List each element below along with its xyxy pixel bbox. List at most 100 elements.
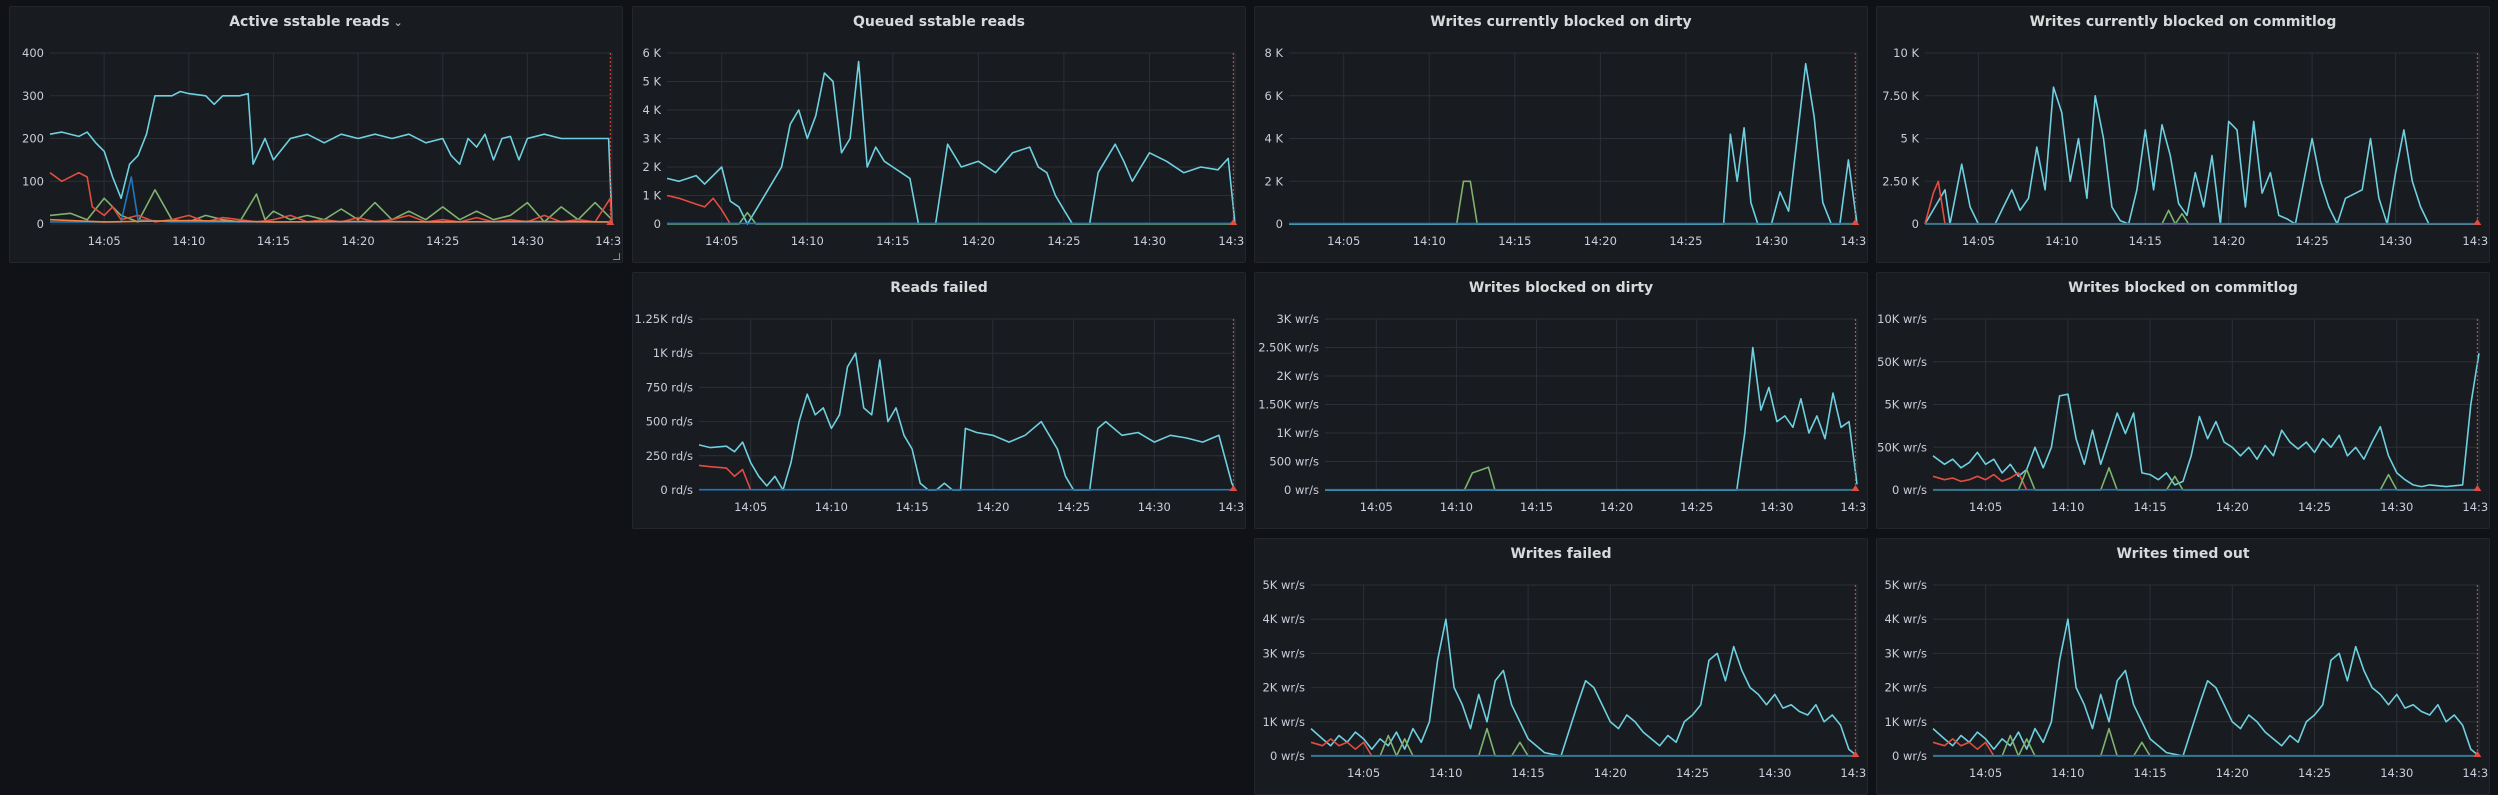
x-tick-label: 14:20 — [2216, 500, 2249, 514]
y-tick-label: 0 — [1912, 217, 1919, 231]
x-tick-label: 14:25 — [2298, 500, 2331, 514]
panel-title[interactable]: Writes failed — [1255, 545, 1867, 563]
y-tick-label: 250 rd/s — [646, 449, 693, 463]
y-tick-label: 200 — [22, 132, 44, 146]
y-tick-label: 2.50 K — [1882, 174, 1919, 188]
y-tick-label: 5 K — [1900, 132, 1919, 146]
y-tick-label: 4 K — [1264, 132, 1283, 146]
panel-reads-failed[interactable]: 0 rd/s 250 rd/s 500 rd/s 750 rd/s 1K rd/s 1.2… — [632, 272, 1246, 529]
chart-svg: 0 wr/s 1K wr/s 2K wr/s 3K wr/s 4K wr/s 5K wr/… — [1884, 578, 2489, 780]
panel-writes-timed-out[interactable]: 0 wr/s 1K wr/s 2K wr/s 3K wr/s 4K wr/s 5K wr/… — [1876, 538, 2490, 795]
x-tick-label: 14:15 — [1512, 766, 1545, 780]
x-tick-label: 14:30 — [511, 234, 544, 248]
now-marker-icon[interactable] — [2473, 751, 2482, 757]
panel-title[interactable]: Writes currently blocked on commitlog — [1877, 13, 2489, 31]
x-tick-label: 14:20 — [976, 500, 1009, 514]
x-tick-label: 14:20 — [1584, 234, 1617, 248]
panel-title-text: Writes blocked on commitlog — [2068, 280, 2298, 296]
y-tick-label: 5K wr/s — [1262, 578, 1305, 592]
x-tick-label: 14:15 — [1520, 500, 1553, 514]
panel-title[interactable]: Reads failed — [633, 279, 1245, 297]
now-marker-icon[interactable] — [1851, 751, 1860, 757]
y-tick-label: 2K wr/s — [1884, 681, 1927, 695]
y-tick-label: 2 K — [642, 160, 661, 174]
panel-title-text: Writes blocked on dirty — [1468, 280, 1654, 296]
x-tick-label: 14:10 — [2051, 766, 2084, 780]
x-tick-label: 14:35 — [2462, 500, 2489, 514]
panel-writes-blocked-commitlog[interactable]: 0 wr/s 2.50K wr/s 5K wr/s 7.50K wr/s 10K wr/… — [1876, 272, 2490, 529]
x-tick-label: 14:10 — [791, 234, 824, 248]
x-tick-label: 14:15 — [2134, 500, 2167, 514]
chevron-down-icon[interactable]: ⌄ — [393, 16, 403, 29]
x-tick-label: 14:25 — [1057, 500, 1090, 514]
panel-title[interactable]: Writes timed out — [1877, 545, 2489, 563]
x-tick-label: 14:35 — [1218, 500, 1245, 514]
now-marker-icon[interactable] — [2473, 485, 2482, 491]
panel-title-text: Writes failed — [1510, 546, 1612, 562]
x-tick-label: 14:10 — [815, 500, 848, 514]
panel-writes-blocked-dirty-current[interactable]: 0 2 K 4 K 6 K 8 K 14:05 14:10 14:15 14:20 14:25 14… — [1254, 6, 1868, 263]
panel-title-text: Queued sstable reads — [853, 14, 1025, 30]
x-tick-label: 14:35 — [1840, 766, 1867, 780]
now-marker-icon[interactable] — [1229, 485, 1238, 491]
x-tick-label: 14:25 — [2296, 234, 2329, 248]
series-line — [49, 90, 613, 225]
panel-title[interactable]: Writes blocked on dirty — [1255, 279, 1867, 297]
x-tick-label: 14:10 — [172, 234, 205, 248]
y-tick-label: 1 K — [642, 189, 661, 203]
y-tick-label: 750 rd/s — [646, 380, 693, 394]
x-tick-label: 14:10 — [1440, 500, 1473, 514]
panel-title[interactable]: Writes blocked on commitlog — [1877, 279, 2489, 297]
y-tick-label: 100 — [22, 174, 44, 188]
panel-writes-failed[interactable]: 0 wr/s 1K wr/s 2K wr/s 3K wr/s 4K wr/s 5K wr/… — [1254, 538, 1868, 795]
chart-svg: 0 2.50 K 5 K 7.50 K 10 K 14:05 14:10 14:15 14:20… — [1882, 46, 2489, 248]
panel-title[interactable]: Queued sstable reads — [633, 13, 1245, 31]
y-tick-label: 0 wr/s — [1892, 483, 1927, 497]
now-marker-icon[interactable] — [2473, 219, 2482, 225]
x-tick-label: 14:30 — [2380, 500, 2413, 514]
x-tick-label: 14:30 — [1138, 500, 1171, 514]
y-tick-label: 3K wr/s — [1884, 646, 1927, 660]
x-tick-label: 14:25 — [2298, 766, 2331, 780]
x-tick-label: 14:15 — [896, 500, 929, 514]
x-tick-label: 14:10 — [2051, 500, 2084, 514]
x-tick-label: 14:20 — [2212, 234, 2245, 248]
panel-queued-sstable-reads[interactable]: 0 1 K 2 K 3 K 4 K 5 K 6 K 14:05 14:10 14:15 14:20 1… — [632, 6, 1246, 263]
y-tick-label: 0 rd/s — [660, 483, 693, 497]
chart-svg: 0 rd/s 250 rd/s 500 rd/s 750 rd/s 1K rd/s 1.2… — [635, 312, 1246, 514]
panel-active-sstable-reads[interactable]: 0 100 200 300 400 14:05 14:10 14:15 14:20 14:25 14… — [9, 6, 623, 263]
x-tick-label: 14:05 — [734, 500, 767, 514]
y-tick-label: 5K wr/s — [1884, 578, 1927, 592]
y-tick-label: 2 K — [1264, 174, 1283, 188]
x-tick-label: 14:35 — [1840, 234, 1867, 248]
now-marker-icon[interactable] — [1851, 485, 1860, 491]
x-tick-label: 14:30 — [2379, 234, 2412, 248]
y-tick-label: 5K wr/s — [1884, 398, 1927, 412]
y-tick-label: 0 — [1276, 217, 1283, 231]
y-tick-label: 6 K — [642, 46, 661, 60]
series-line — [1932, 353, 2480, 488]
panel-title[interactable]: Active sstable reads ⌄ — [10, 13, 622, 32]
panel-writes-blocked-dirty[interactable]: 0 wr/s 500 wr/s 1K wr/s 1.50K wr/s 2K wr/s 2.… — [1254, 272, 1868, 529]
now-marker-icon[interactable] — [1851, 219, 1860, 225]
y-tick-label: 2K wr/s — [1276, 369, 1319, 383]
x-tick-label: 14:35 — [1840, 500, 1867, 514]
x-tick-label: 14:10 — [2045, 234, 2078, 248]
x-tick-label: 14:35 — [2462, 766, 2489, 780]
series-line — [698, 352, 1236, 491]
panel-writes-blocked-commitlog-current[interactable]: 0 2.50 K 5 K 7.50 K 10 K 14:05 14:10 14:15 14:20… — [1876, 6, 2490, 263]
y-tick-label: 2.50K wr/s — [1258, 341, 1319, 355]
series-line — [1924, 86, 2479, 225]
now-marker-icon[interactable] — [1229, 219, 1238, 225]
y-tick-label: 1.50K wr/s — [1258, 398, 1319, 412]
panel-title[interactable]: Writes currently blocked on dirty — [1255, 13, 1867, 31]
y-tick-label: 0 wr/s — [1284, 483, 1319, 497]
chart-svg: 0 2 K 4 K 6 K 8 K 14:05 14:10 14:15 14:20 14:25 14… — [1264, 46, 1867, 248]
now-marker-icon[interactable] — [606, 219, 615, 225]
resize-handle[interactable] — [613, 253, 620, 260]
y-tick-label: 0 wr/s — [1892, 749, 1927, 763]
y-tick-label: 7.50K wr/s — [1877, 355, 1927, 369]
y-tick-label: 5 K — [642, 75, 661, 89]
y-tick-label: 400 — [22, 46, 44, 60]
y-tick-label: 4K wr/s — [1884, 612, 1927, 626]
